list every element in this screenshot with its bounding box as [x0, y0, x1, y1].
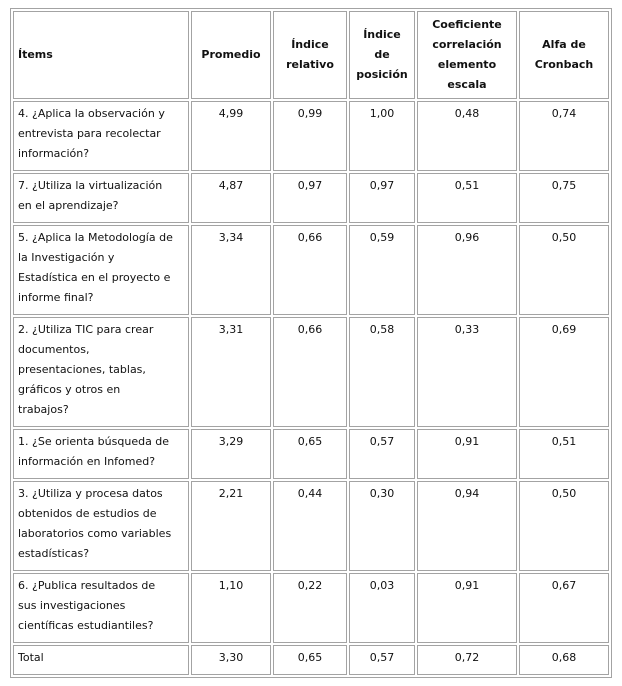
value-indice-posicion: 0,03	[349, 573, 415, 643]
value-alfa-cronbach: 0,74	[519, 101, 609, 171]
value-indice-relativo: 0,66	[273, 225, 347, 315]
value-coef-correlacion: 0,48	[417, 101, 517, 171]
value-indice-posicion: 0,59	[349, 225, 415, 315]
column-header-coef-correlacion: Coeficiente correlación elemento escala	[417, 11, 517, 99]
value-coef-correlacion: 0,91	[417, 573, 517, 643]
value-indice-posicion: 0,30	[349, 481, 415, 571]
value-indice-posicion: 0,97	[349, 173, 415, 223]
value-coef-correlacion: 0,96	[417, 225, 517, 315]
item-text: 3. ¿Utiliza y procesa datos obtenidos de…	[13, 481, 189, 571]
table-row-item-3: 3. ¿Utiliza y procesa datos obtenidos de…	[13, 481, 609, 571]
item-text: 7. ¿Utiliza la virtualización en el apre…	[13, 173, 189, 223]
value-indice-relativo: 0,99	[273, 101, 347, 171]
table-row-total: Total 3,30 0,65 0,57 0,72 0,68	[13, 645, 609, 675]
item-text: 4. ¿Aplica la observación y entrevista p…	[13, 101, 189, 171]
value-indice-relativo: 0,44	[273, 481, 347, 571]
value-coef-correlacion: 0,91	[417, 429, 517, 479]
value-indice-relativo: 0,22	[273, 573, 347, 643]
total-indice-relativo: 0,65	[273, 645, 347, 675]
value-promedio: 1,10	[191, 573, 271, 643]
total-label: Total	[13, 645, 189, 675]
value-indice-posicion: 0,58	[349, 317, 415, 427]
value-indice-relativo: 0,65	[273, 429, 347, 479]
column-header-items: Ítems	[13, 11, 189, 99]
table-row-item-6: 6. ¿Publica resultados de sus investigac…	[13, 573, 609, 643]
value-promedio: 4,99	[191, 101, 271, 171]
column-header-promedio: Promedio	[191, 11, 271, 99]
item-text: 5. ¿Aplica la Metodología de la Investig…	[13, 225, 189, 315]
total-indice-posicion: 0,57	[349, 645, 415, 675]
value-promedio: 2,21	[191, 481, 271, 571]
value-indice-relativo: 0,66	[273, 317, 347, 427]
value-indice-relativo: 0,97	[273, 173, 347, 223]
table-row-item-5: 5. ¿Aplica la Metodología de la Investig…	[13, 225, 609, 315]
table-row-item-4: 4. ¿Aplica la observación y entrevista p…	[13, 101, 609, 171]
value-promedio: 3,31	[191, 317, 271, 427]
value-alfa-cronbach: 0,50	[519, 225, 609, 315]
value-indice-posicion: 1,00	[349, 101, 415, 171]
header-row: Ítems Promedio Índice relativo Índice de…	[13, 11, 609, 99]
column-header-indice-posicion: Índice de posición	[349, 11, 415, 99]
value-coef-correlacion: 0,94	[417, 481, 517, 571]
item-text: 1. ¿Se orienta búsqueda de información e…	[13, 429, 189, 479]
column-header-alfa-cronbach: Alfa de Cronbach	[519, 11, 609, 99]
value-indice-posicion: 0,57	[349, 429, 415, 479]
value-alfa-cronbach: 0,75	[519, 173, 609, 223]
value-promedio: 3,34	[191, 225, 271, 315]
column-header-indice-relativo: Índice relativo	[273, 11, 347, 99]
value-alfa-cronbach: 0,67	[519, 573, 609, 643]
item-statistics-table: Ítems Promedio Índice relativo Índice de…	[10, 8, 612, 678]
total-coef-correlacion: 0,72	[417, 645, 517, 675]
item-text: 2. ¿Utiliza TIC para crear documentos, p…	[13, 317, 189, 427]
value-promedio: 4,87	[191, 173, 271, 223]
total-alfa-cronbach: 0,68	[519, 645, 609, 675]
value-alfa-cronbach: 0,69	[519, 317, 609, 427]
item-text: 6. ¿Publica resultados de sus investigac…	[13, 573, 189, 643]
value-alfa-cronbach: 0,50	[519, 481, 609, 571]
value-alfa-cronbach: 0,51	[519, 429, 609, 479]
value-coef-correlacion: 0,33	[417, 317, 517, 427]
table-row-item-7: 7. ¿Utiliza la virtualización en el apre…	[13, 173, 609, 223]
value-coef-correlacion: 0,51	[417, 173, 517, 223]
value-promedio: 3,29	[191, 429, 271, 479]
table-row-item-1: 1. ¿Se orienta búsqueda de información e…	[13, 429, 609, 479]
table-row-item-2: 2. ¿Utiliza TIC para crear documentos, p…	[13, 317, 609, 427]
total-promedio: 3,30	[191, 645, 271, 675]
